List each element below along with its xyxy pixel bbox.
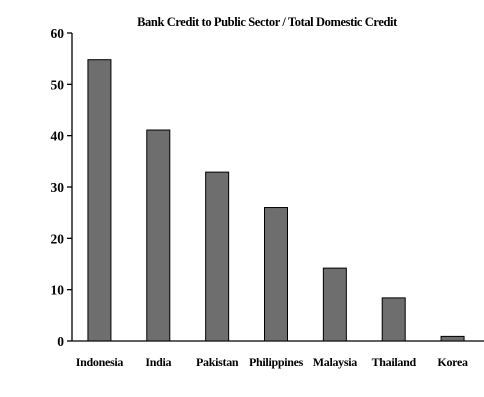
bar-india	[146, 129, 171, 342]
y-tick-label: 60	[51, 26, 65, 41]
y-tick-label: 10	[51, 283, 65, 298]
y-ticks: 0 10 20 30 40 50 60	[51, 26, 72, 349]
x-tick-label-korea: Korea	[437, 355, 468, 369]
x-ticks: Indonesia India Pakistan Philippines Malaysi…	[76, 355, 469, 369]
y-tick-label: 20	[51, 231, 65, 246]
x-tick-label-malaysia: Malaysia	[313, 355, 358, 369]
y-tick-label: 50	[51, 77, 65, 92]
bar-pakistan	[205, 171, 230, 342]
bar-indonesia	[87, 59, 112, 342]
y-tick-label: 30	[51, 180, 65, 195]
x-tick-label-india: India	[145, 355, 171, 369]
x-tick-label-pakistan: Pakistan	[196, 355, 239, 369]
x-tick-label-thailand: Thailand	[372, 355, 417, 369]
x-tick-label-indonesia: Indonesia	[76, 355, 124, 369]
y-tick-label: 40	[51, 129, 65, 144]
bars	[87, 59, 465, 342]
bar-malaysia	[322, 267, 347, 342]
chart-title: Bank Credit to Public Sector / Total Dom…	[137, 15, 398, 29]
x-tick-label-philippines: Philippines	[249, 355, 304, 369]
bar-korea	[440, 335, 465, 342]
bar-thailand	[381, 297, 406, 342]
y-tick-label: 0	[57, 334, 64, 349]
bar-philippines	[264, 207, 288, 342]
